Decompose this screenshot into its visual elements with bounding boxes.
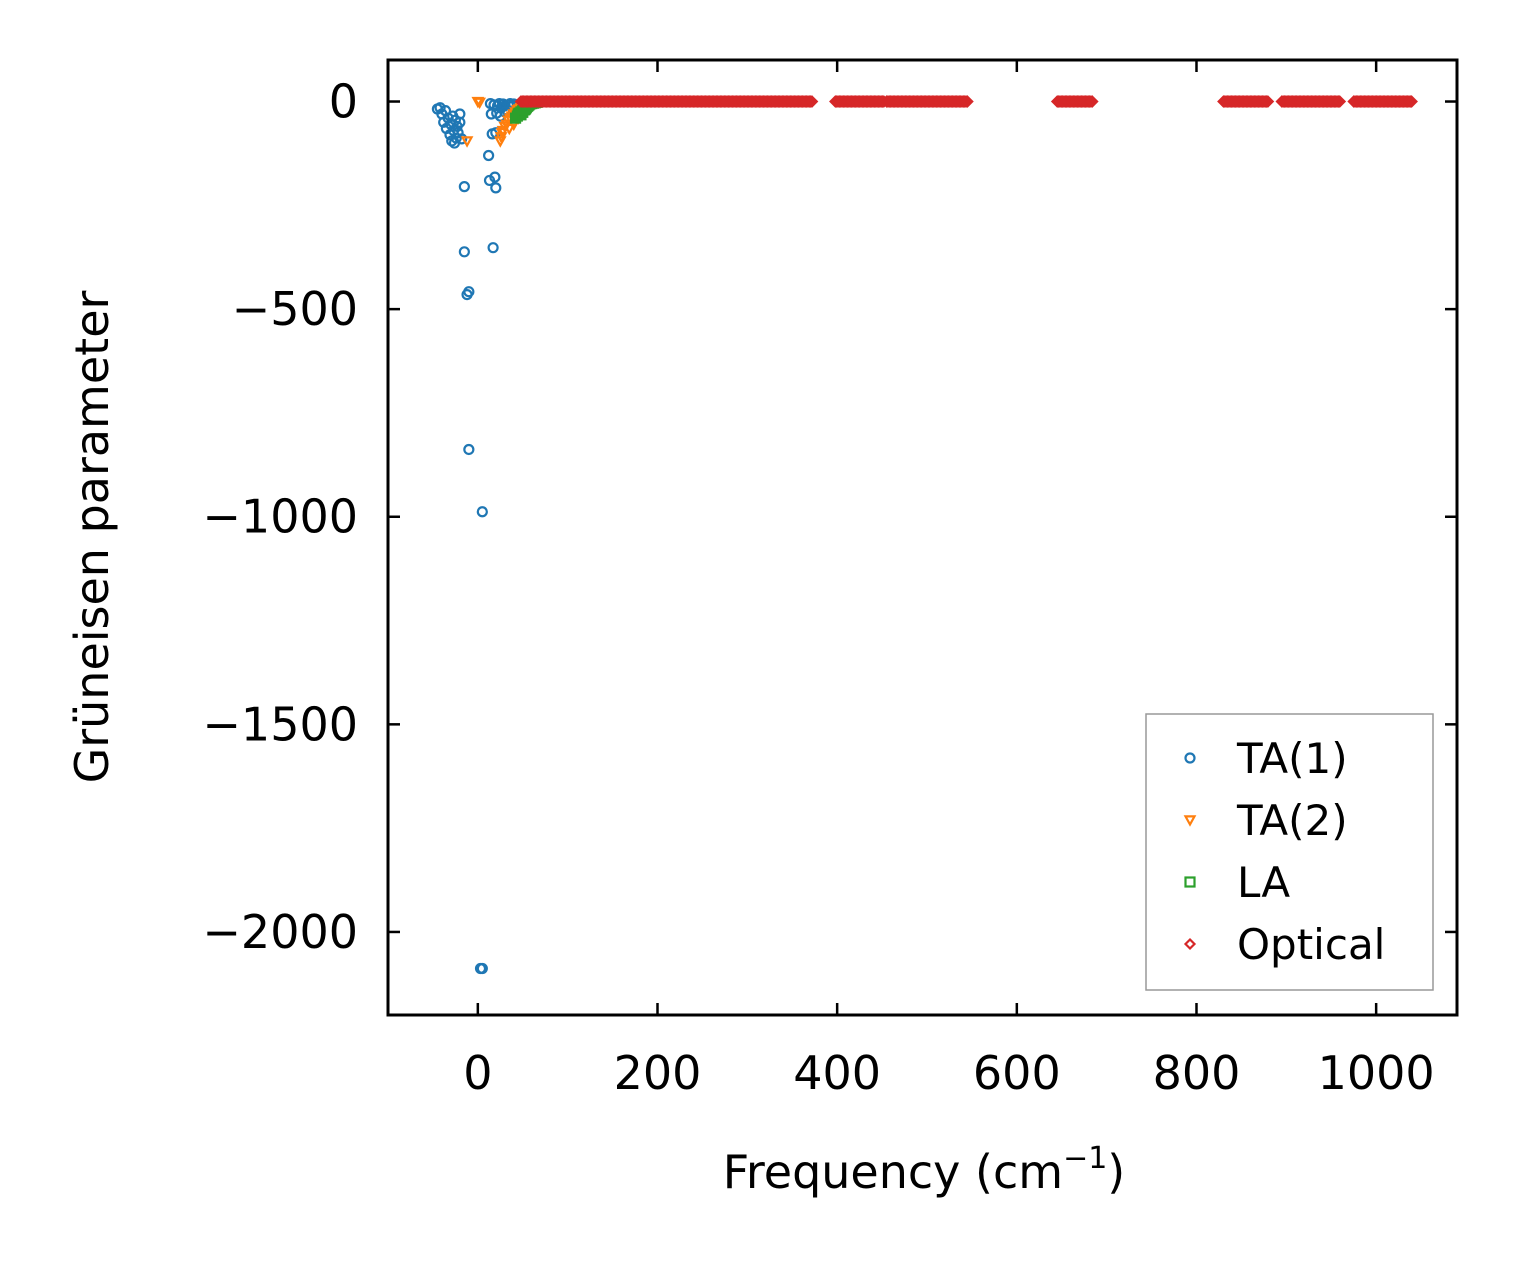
- data-point: [489, 171, 501, 183]
- y-tick-label: 0: [329, 75, 358, 129]
- data-point: [458, 246, 470, 258]
- data-point: [961, 95, 974, 108]
- x-tick-label: 800: [1153, 1046, 1241, 1100]
- y-tick-label: −1000: [202, 490, 358, 544]
- series-optical: [514, 95, 1418, 108]
- data-point: [490, 182, 502, 194]
- legend-marker: [1183, 815, 1197, 827]
- data-point: [476, 506, 488, 518]
- data-point: [1085, 95, 1099, 108]
- legend-marker: [1184, 876, 1196, 888]
- data-point: [483, 149, 495, 162]
- legend: TA(1) TA(2) LA Optical: [1145, 713, 1434, 991]
- data-point: [474, 962, 487, 975]
- legend-entry: Optical: [1183, 920, 1385, 969]
- y-axis-label: Grüneisen parameter: [65, 290, 119, 783]
- data-point: [502, 123, 516, 136]
- data-point: [805, 95, 819, 108]
- legend-marker: [1183, 937, 1197, 951]
- plot-frame: [386, 58, 1459, 1017]
- x-axis-label-suffix: ): [1107, 1145, 1125, 1199]
- x-tick-label: 0: [463, 1046, 492, 1100]
- data-point: [463, 286, 475, 298]
- legend-items: TA(1) TA(2) LA Optical: [1183, 734, 1385, 969]
- x-tick-label: 1000: [1318, 1046, 1435, 1100]
- legend-entry: TA(1): [1184, 734, 1348, 783]
- data-point: [463, 443, 475, 456]
- x-tick-label: 200: [614, 1046, 702, 1100]
- x-axis-label-main: Frequency (cm: [723, 1145, 1063, 1199]
- data-point: [460, 136, 474, 148]
- data-point: [1405, 95, 1418, 108]
- data-point: [1261, 95, 1275, 108]
- legend-label: TA(1): [1236, 734, 1348, 783]
- legend-entry: TA(2): [1183, 796, 1348, 845]
- data-point: [458, 181, 470, 193]
- data-point: [454, 116, 466, 128]
- y-tick-label: −2000: [202, 905, 358, 959]
- data-point: [493, 136, 507, 148]
- x-tick-label: 400: [793, 1046, 881, 1100]
- data-point: [450, 132, 462, 144]
- legend-label: TA(2): [1236, 796, 1348, 845]
- y-tick-label: −1500: [202, 697, 358, 751]
- axis-ticks: 0 200 400 600 800 1000 0 −500 −1000 −1500 −2000: [202, 60, 1457, 1100]
- data-point: [434, 102, 446, 114]
- data-point: [1333, 95, 1347, 108]
- y-tick-label: −500: [232, 282, 358, 336]
- data-marks: [431, 95, 1418, 975]
- series-ta-1: [431, 97, 520, 975]
- data-point: [487, 242, 499, 254]
- legend-entry: LA: [1184, 858, 1290, 907]
- data-point: [456, 133, 468, 145]
- legend-label: LA: [1237, 858, 1290, 907]
- data-point: [473, 97, 486, 110]
- x-axis-label: Frequency (cm−1): [723, 1141, 1126, 1199]
- x-tick-label: 600: [973, 1046, 1061, 1100]
- x-axis-label-exponent: −1: [1063, 1141, 1107, 1176]
- legend-marker: [1184, 752, 1196, 764]
- legend-label: Optical: [1237, 920, 1385, 969]
